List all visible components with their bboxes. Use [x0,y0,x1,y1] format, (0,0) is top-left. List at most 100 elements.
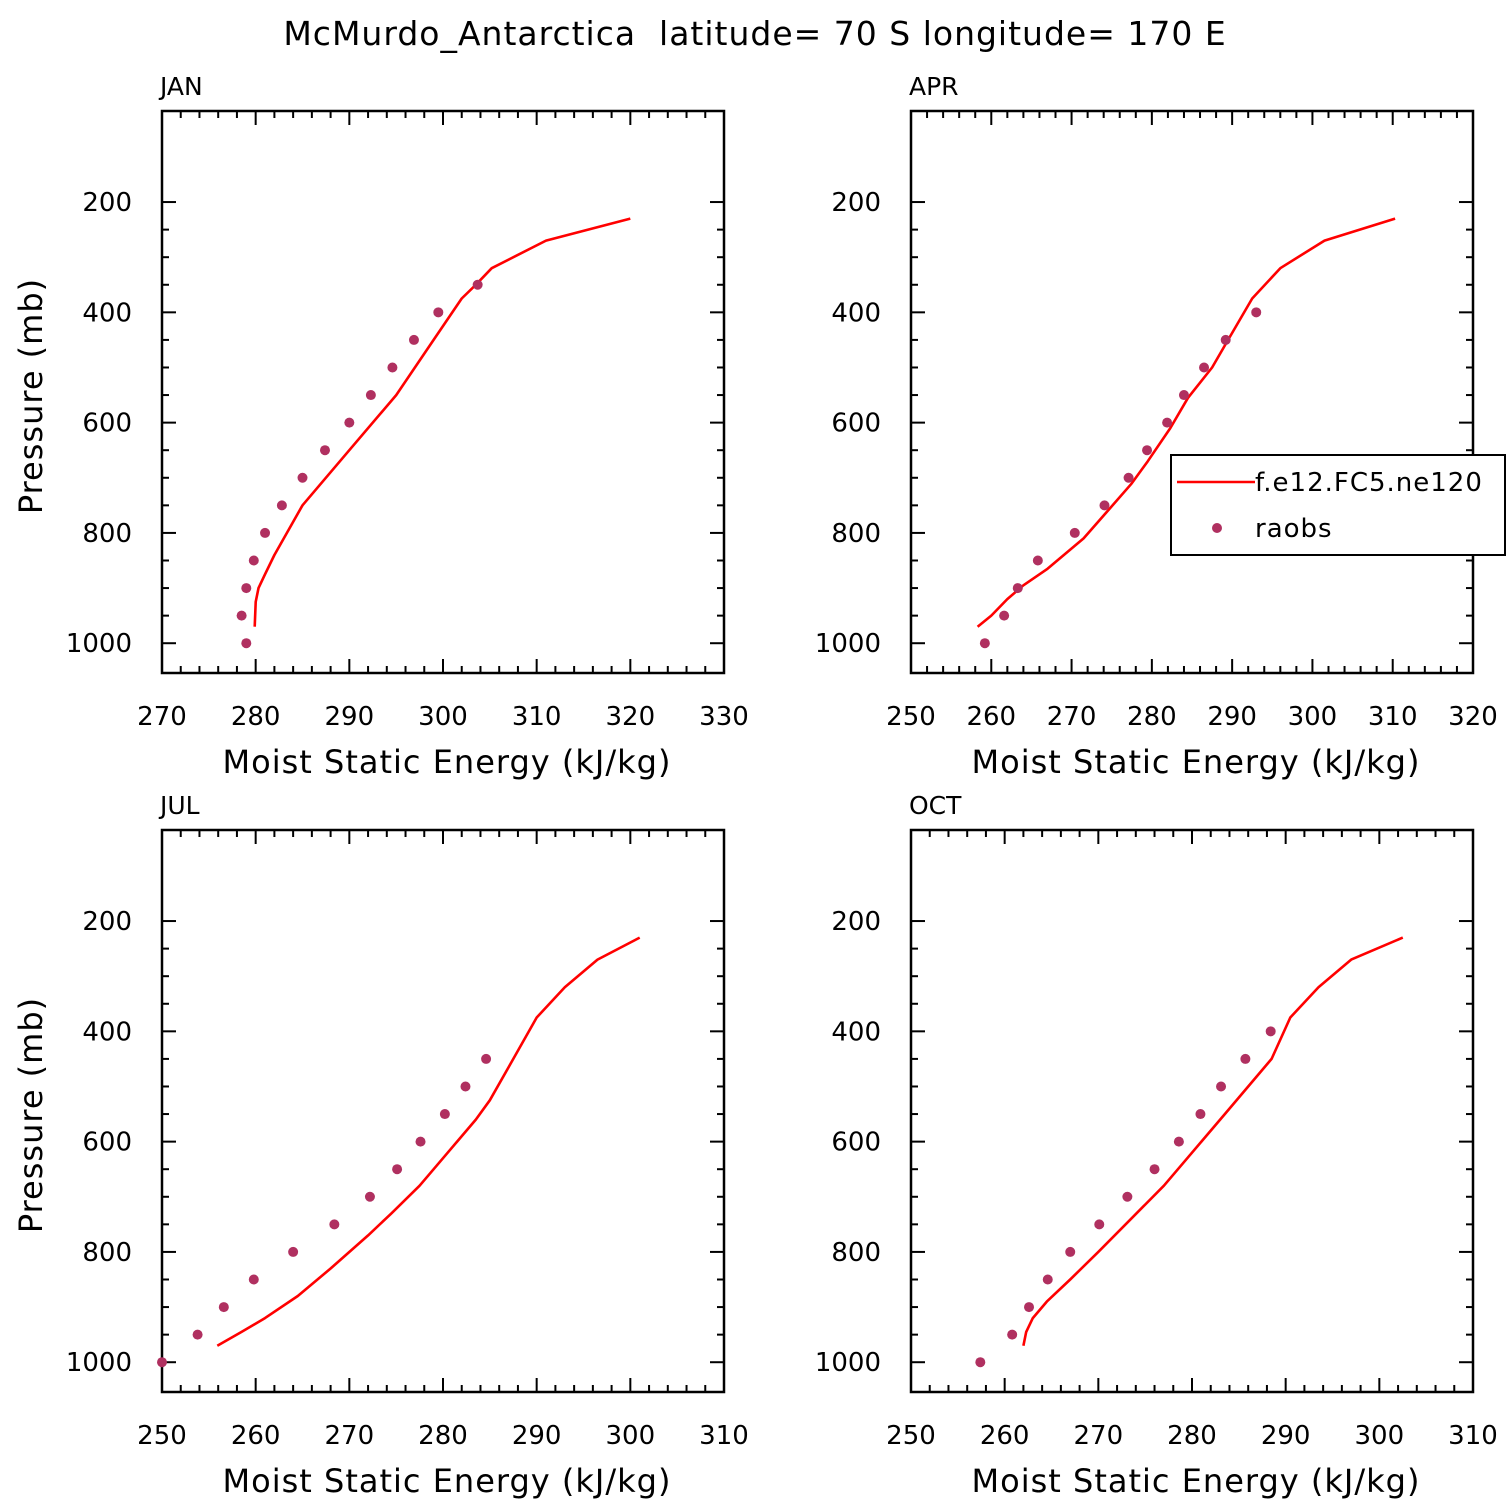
panel-label: APR [909,72,959,101]
obs-point [260,527,271,538]
y-tick-label: 800 [831,519,881,549]
obs-point [241,583,252,594]
x-tick-label: 300 [418,702,468,732]
y-tick-label: 200 [82,188,132,218]
obs-point [408,334,419,345]
obs-point [1173,1136,1184,1147]
x-tick-label: 250 [137,1421,187,1451]
obs-point [1240,1053,1251,1064]
y-tick-label: 200 [831,188,881,218]
x-tick-label: 290 [1207,702,1257,732]
x-tick-label: 320 [606,702,656,732]
legend-marker-swatch [1212,523,1222,533]
x-tick-label: 310 [512,702,562,732]
x-tick-label: 330 [699,702,749,732]
panel-jan: 270 280 290 300 310 320 330 200 400 600 800 1000 JAN… [12,72,749,781]
panel-label: OCT [909,791,962,820]
plot-frame [909,109,1475,675]
obs-point [392,1164,403,1175]
obs-point [1042,1274,1053,1285]
obs-point [1149,1164,1160,1175]
obs-point [1178,390,1189,401]
obs-point [364,1191,375,1202]
y-axis-label: Pressure (mb) [12,278,50,514]
model-profile-line [216,936,641,1347]
obs-point [365,390,376,401]
obs-point [1199,362,1210,373]
x-tick-label: 300 [1355,1421,1405,1451]
obs-point [433,307,444,318]
x-tick-label: 310 [1448,1421,1498,1451]
x-tick-label: 250 [886,1421,936,1451]
y-tick-label: 400 [831,1017,881,1047]
obs-point [472,279,483,290]
y-tick-label: 1000 [815,1348,881,1378]
y-tick-label: 800 [82,519,132,549]
x-tick-label: 290 [512,1421,562,1451]
x-tick-label: 280 [231,702,281,732]
legend-label: f.e12.FC5.ne120 [1255,468,1483,498]
obs-point [236,610,247,621]
y-tick-label: 1000 [66,629,132,659]
x-tick-label: 310 [699,1421,749,1451]
x-tick-label: 300 [606,1421,656,1451]
obs-point [1265,1026,1276,1037]
obs-point [241,638,252,649]
obs-point [192,1329,203,1340]
obs-point [1099,500,1110,511]
x-tick-label: 280 [1167,1421,1217,1451]
obs-point [1065,1246,1076,1257]
obs-point [218,1302,229,1313]
obs-point [1032,555,1043,566]
obs-point [248,1274,259,1285]
obs-point [329,1219,340,1230]
x-tick-label: 290 [1261,1421,1311,1451]
x-tick-label: 270 [1047,702,1097,732]
obs-point [1069,527,1080,538]
obs-point [288,1246,299,1257]
x-tick-label: 270 [1074,1421,1124,1451]
y-tick-label: 200 [82,907,132,937]
x-tick-label: 270 [137,702,187,732]
obs-point [979,638,990,649]
legend-box [1170,454,1506,556]
model-profile-line [976,217,1396,628]
obs-point [1251,307,1262,318]
y-axis-label: Pressure (mb) [12,997,50,1233]
panels: 270 280 290 300 310 320 330 200 400 600 800 1000 JAN… [12,72,1506,1500]
legend-label: raobs [1255,514,1333,544]
x-tick-label: 310 [1368,702,1418,732]
x-tick-label: 260 [980,1421,1030,1451]
obs-point [999,610,1010,621]
obs-point [1094,1219,1105,1230]
obs-point [297,472,308,483]
panel-label: JUL [158,791,200,820]
x-tick-label: 320 [1448,702,1498,732]
y-tick-label: 1000 [815,629,881,659]
obs-point [439,1109,450,1120]
x-tick-label: 250 [886,702,936,732]
model-profile-line [1022,936,1404,1346]
y-tick-label: 600 [831,1128,881,1158]
y-tick-label: 400 [82,1017,132,1047]
x-tick-label: 280 [1127,702,1177,732]
y-tick-label: 400 [82,298,132,328]
obs-point [460,1081,471,1092]
panel-jul: 250 260 270 280 290 300 310 200 400 600 800 1000 JUL… [12,791,749,1500]
x-tick-label: 260 [966,702,1016,732]
y-tick-label: 800 [831,1238,881,1268]
obs-point [157,1357,167,1368]
obs-point [1012,583,1023,594]
plot-frame [909,828,1475,1394]
obs-point [1123,472,1134,483]
y-tick-label: 1000 [66,1348,132,1378]
x-tick-label: 260 [231,1421,281,1451]
x-axis-label: Moist Static Energy (kJ/kg) [972,1462,1421,1500]
x-tick-label: 300 [1288,702,1338,732]
panel-oct: 250 260 270 280 290 300 310 200 400 600 800 1000 OCT… [815,791,1498,1500]
y-tick-label: 600 [831,409,881,439]
x-axis-label: Moist Static Energy (kJ/kg) [223,743,672,781]
y-tick-label: 800 [82,1238,132,1268]
x-tick-label: 290 [325,702,375,732]
obs-point [1007,1329,1018,1340]
